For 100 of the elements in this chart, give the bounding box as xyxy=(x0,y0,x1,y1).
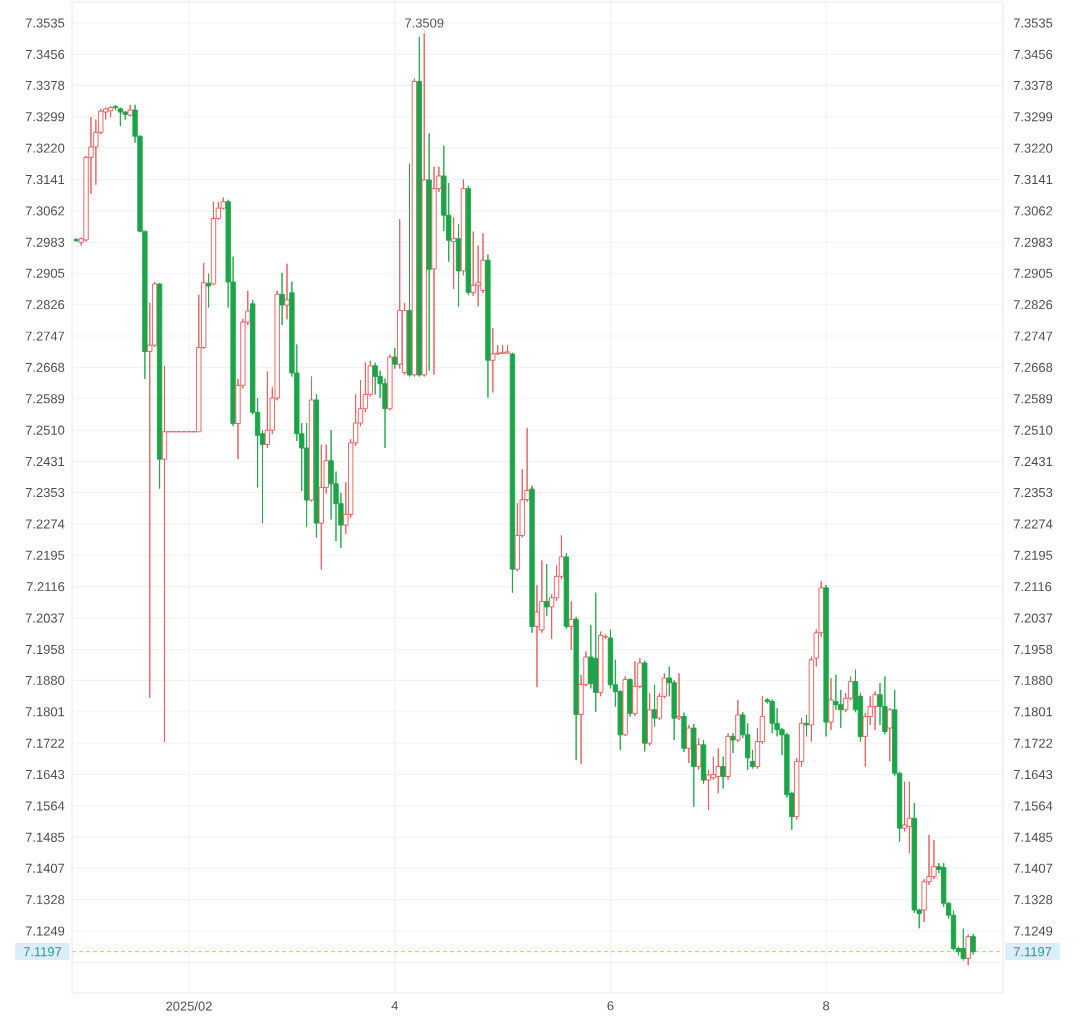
candlestick xyxy=(450,216,457,290)
y-tick-label: 7.1407 xyxy=(25,863,65,873)
y-tick-label: 7.3299 xyxy=(25,112,65,122)
candlestick xyxy=(156,282,163,489)
y2-tick-label: 7.2510 xyxy=(1013,425,1053,435)
candlestick xyxy=(107,105,114,118)
candlestick xyxy=(308,376,315,503)
candlestick xyxy=(828,677,834,731)
y-tick-label: 7.2983 xyxy=(25,237,65,247)
candlestick xyxy=(642,660,648,752)
candlestick xyxy=(161,365,168,743)
candlestick xyxy=(117,107,124,127)
y-tick-label: 7.2905 xyxy=(25,268,65,278)
candlestick xyxy=(887,707,893,762)
annotation: 7.3509 xyxy=(405,18,444,28)
y2-tick-label: 7.3456 xyxy=(1013,49,1053,59)
candlestick xyxy=(647,692,653,747)
y-tick-label: 7.1880 xyxy=(25,675,65,685)
candlestick xyxy=(421,32,427,377)
y2-tick-label: 7.2589 xyxy=(1013,394,1053,404)
x-tick-label: 2025/02 xyxy=(166,1001,212,1011)
text: 7.1197 xyxy=(1013,947,1052,957)
candlestick xyxy=(686,724,692,764)
y-tick-label: 7.3535 xyxy=(25,18,65,28)
y-tick-label: 7.1249 xyxy=(25,926,65,936)
y2-tick-label: 7.2905 xyxy=(1013,268,1053,278)
y2-tick-label: 7.1722 xyxy=(1013,738,1053,748)
y2-tick-label: 7.2826 xyxy=(1013,300,1053,310)
candlestick xyxy=(499,344,506,355)
y-tick-label: 7.2037 xyxy=(25,613,65,623)
candlestick xyxy=(573,616,579,761)
y-tick-label: 7.3141 xyxy=(25,174,65,185)
y2-tick-label: 7.1485 xyxy=(1013,832,1053,842)
candlestick xyxy=(284,263,290,320)
candlestick xyxy=(622,675,628,737)
candlestick xyxy=(455,223,462,308)
candlestick xyxy=(127,104,133,117)
y2-tick-label: 7.3141 xyxy=(1013,174,1053,185)
y2-tick-label: 7.1328 xyxy=(1013,895,1053,905)
candlestick xyxy=(387,354,393,411)
candlestick xyxy=(960,928,966,961)
y-tick-label: 7.1564 xyxy=(25,801,65,811)
candlestick xyxy=(691,723,697,808)
y-tick-label: 7.2747 xyxy=(25,331,65,341)
y-tick-label: 7.2274 xyxy=(25,519,65,529)
candlestick xyxy=(392,347,398,370)
candlestick xyxy=(568,600,574,651)
y-tick-label: 7.1958 xyxy=(25,644,65,655)
y2-tick-label: 7.3062 xyxy=(1013,206,1053,216)
y-tick-label: 7.1485 xyxy=(25,832,65,842)
candlestick xyxy=(485,254,491,399)
y2-tick-label: 7.1958 xyxy=(1013,644,1053,655)
candlestick xyxy=(431,166,437,376)
y-tick-label: 7.2826 xyxy=(25,300,65,310)
candlestick xyxy=(598,631,604,697)
candlestick xyxy=(205,273,212,308)
candlestick xyxy=(210,201,217,286)
candlestick xyxy=(965,934,971,966)
y-tick-label: 7.1643 xyxy=(25,769,65,780)
candlestick xyxy=(970,933,976,955)
y-tick-label: 7.3220 xyxy=(25,143,65,153)
y2-tick-label: 7.2037 xyxy=(1013,613,1053,623)
y2-tick-label: 7.1880 xyxy=(1013,675,1053,685)
y2-tick-label: 7.2983 xyxy=(1013,237,1053,247)
y-tick-label: 7.3062 xyxy=(25,206,65,216)
candlestick xyxy=(700,739,707,785)
x-tick-label: 6 xyxy=(607,1001,614,1011)
candlestick xyxy=(720,756,726,789)
y2-tick-label: 7.2353 xyxy=(1013,487,1053,498)
candlestick xyxy=(416,36,422,377)
y2-tick-label: 7.3299 xyxy=(1013,112,1053,122)
candlestick xyxy=(544,563,550,617)
candlestick xyxy=(313,393,320,538)
candlestick xyxy=(563,552,569,630)
candlestick xyxy=(823,584,829,737)
ref-line-label: 7.1197 xyxy=(23,947,62,957)
x-tick-label: 4 xyxy=(391,1001,399,1011)
candlestick xyxy=(676,672,682,721)
y-tick-label: 7.2510 xyxy=(25,425,65,435)
candlestick xyxy=(509,352,516,594)
y2-tick-label: 7.3220 xyxy=(1013,143,1053,153)
candlestick xyxy=(529,485,535,634)
candlestick xyxy=(279,272,285,326)
y2-tick-label: 7.2195 xyxy=(1013,550,1053,560)
x-tick-label: 8 xyxy=(823,1001,830,1011)
candlestick xyxy=(264,370,271,449)
y-tick-label: 7.1801 xyxy=(25,707,65,717)
candlestick xyxy=(112,104,119,111)
y2-tick-label: 7.1643 xyxy=(1013,769,1053,780)
y2-tick-label: 7.1801 xyxy=(1013,707,1053,717)
y-tick-label: 7.2431 xyxy=(25,456,65,467)
candlestick xyxy=(627,677,633,717)
candlestick xyxy=(651,684,658,727)
candlestick xyxy=(735,699,741,743)
y2-tick-label: 7.2274 xyxy=(1013,519,1053,529)
candlestick xyxy=(504,344,511,355)
candlestick xyxy=(730,732,736,754)
y2-tick-label: 7.3535 xyxy=(1013,18,1053,28)
candlestick xyxy=(906,781,913,854)
y2-tick-label: 7.2747 xyxy=(1013,331,1053,341)
